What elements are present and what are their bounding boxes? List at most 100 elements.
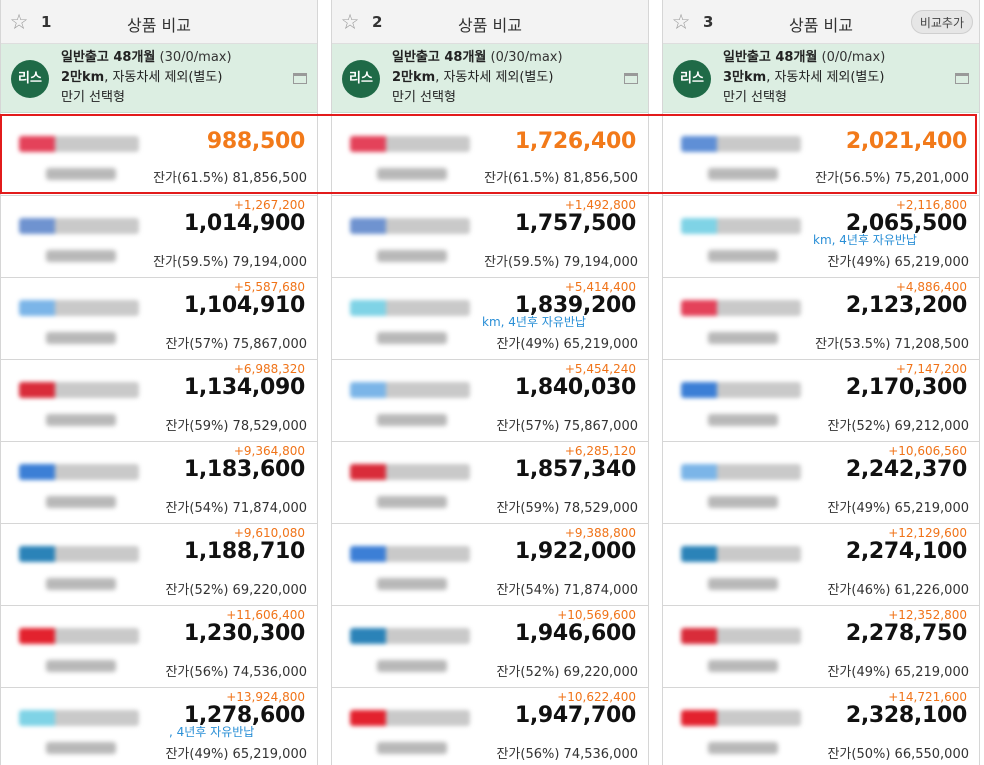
- company-logo: [350, 218, 470, 234]
- residual-value: 잔가(49%) 65,219,000: [496, 337, 638, 352]
- company-name-blurred: [708, 414, 778, 426]
- column-header: ☆ 2 상품 비교: [332, 0, 648, 44]
- comparison-column-2: ☆ 2 상품 비교 리스 일반출고 48개월 (0/30/max) 2만km, 자동차세 …: [331, 0, 649, 765]
- company-name-blurred: [708, 168, 778, 180]
- quote-list: 1,726,400 잔가(61.5%) 81,856,500 +1,492,800 1…: [332, 114, 648, 765]
- company-name-blurred: [377, 496, 447, 508]
- price-difference: +5,454,240: [564, 362, 636, 376]
- quote-row[interactable]: +5,454,240 1,840,030 잔가(57%) 75,867,000: [332, 360, 648, 442]
- window-icon[interactable]: [624, 73, 638, 84]
- residual-value: 잔가(52%) 69,220,000: [165, 583, 307, 598]
- quote-row[interactable]: +4,886,400 2,123,200 잔가(53.5%) 71,208,500: [663, 278, 979, 360]
- quote-row[interactable]: +6,988,320 1,134,090 잔가(59%) 78,529,000: [1, 360, 317, 442]
- residual-value: 잔가(52%) 69,220,000: [496, 665, 638, 680]
- quote-row[interactable]: +11,606,400 1,230,300 잔가(56%) 74,536,000: [1, 606, 317, 688]
- quote-row[interactable]: +5,587,680 1,104,910 잔가(57%) 75,867,000: [1, 278, 317, 360]
- monthly-price: 988,500: [206, 129, 305, 154]
- company-logo: [350, 382, 470, 398]
- residual-value: 잔가(49%) 65,219,000: [827, 255, 969, 270]
- quote-row[interactable]: +12,352,800 2,278,750 잔가(49%) 65,219,000: [663, 606, 979, 688]
- quote-row[interactable]: +1,267,200 1,014,900 잔가(59.5%) 79,194,000: [1, 196, 317, 278]
- quote-row[interactable]: km, 4년후 자유반납 +5,414,400 1,839,200 잔가(49%) 6…: [332, 278, 648, 360]
- star-icon[interactable]: ☆: [340, 10, 360, 34]
- quote-row[interactable]: +7,147,200 2,170,300 잔가(52%) 69,212,000: [663, 360, 979, 442]
- company-logo: [19, 218, 139, 234]
- price-difference: +9,388,800: [564, 526, 636, 540]
- price-difference: +2,116,800: [895, 198, 967, 212]
- monthly-price: 1,014,900: [183, 211, 305, 236]
- company-name-blurred: [46, 496, 116, 508]
- return-note: km, 4년후 자유반납: [482, 315, 586, 329]
- residual-value: 잔가(59.5%) 79,194,000: [153, 255, 307, 270]
- company-logo: [19, 300, 139, 316]
- add-comparison-button[interactable]: 비교추가: [910, 10, 973, 34]
- company-logo: [19, 546, 139, 562]
- monthly-price: 1,946,600: [514, 621, 636, 646]
- company-logo: [350, 628, 470, 644]
- window-icon[interactable]: [955, 73, 969, 84]
- quote-row[interactable]: +12,129,600 2,274,100 잔가(46%) 61,226,000: [663, 524, 979, 606]
- price-difference: +10,569,600: [557, 608, 636, 622]
- quote-list: 988,500 잔가(61.5%) 81,856,500 +1,267,200 1,0…: [1, 114, 317, 765]
- company-name-blurred: [708, 332, 778, 344]
- quote-row[interactable]: +9,610,080 1,188,710 잔가(52%) 69,220,000: [1, 524, 317, 606]
- condition-text: 일반출고 48개월 (0/0/max) 3만km, 자동차세 제외(별도) 만기 선…: [723, 48, 885, 108]
- quote-row[interactable]: , 4년후 자유반납 +13,924,800 1,278,600 잔가(49%) 65…: [1, 688, 317, 765]
- return-note: , 4년후 자유반납: [169, 725, 255, 739]
- quote-row[interactable]: 2,021,400 잔가(56.5%) 75,201,000: [663, 114, 979, 196]
- residual-value: 잔가(56.5%) 75,201,000: [815, 171, 969, 186]
- tax-note: , 자동차세 제외(별도): [766, 70, 885, 85]
- condition-line-1: 일반출고 48개월 (0/30/max): [392, 48, 563, 68]
- monthly-price: 2,123,200: [845, 293, 967, 318]
- quote-row[interactable]: +1,492,800 1,757,500 잔가(59.5%) 79,194,000: [332, 196, 648, 278]
- quote-row[interactable]: +14,721,600 2,328,100 잔가(50%) 66,550,000: [663, 688, 979, 765]
- monthly-price: 1,839,200: [514, 293, 636, 318]
- condition-line-1: 일반출고 48개월 (30/0/max): [61, 48, 232, 68]
- company-name-blurred: [46, 578, 116, 590]
- company-name-blurred: [377, 660, 447, 672]
- company-name-blurred: [46, 332, 116, 344]
- quote-row[interactable]: +10,622,400 1,947,700 잔가(56%) 74,536,000: [332, 688, 648, 765]
- condition-line-2: 2만km, 자동차세 제외(별도): [392, 68, 563, 88]
- company-logo: [350, 300, 470, 316]
- quote-row[interactable]: +9,364,800 1,183,600 잔가(54%) 71,874,000: [1, 442, 317, 524]
- star-icon[interactable]: ☆: [671, 10, 691, 34]
- company-name-blurred: [46, 742, 116, 754]
- monthly-price: 2,170,300: [845, 375, 967, 400]
- quote-row[interactable]: 1,726,400 잔가(61.5%) 81,856,500: [332, 114, 648, 196]
- monthly-price: 1,134,090: [183, 375, 305, 400]
- window-icon[interactable]: [293, 73, 307, 84]
- company-logo: [350, 136, 470, 152]
- residual-value: 잔가(59%) 78,529,000: [165, 419, 307, 434]
- residual-value: 잔가(61.5%) 81,856,500: [153, 171, 307, 186]
- company-name-blurred: [46, 168, 116, 180]
- company-logo: [681, 546, 801, 562]
- monthly-price: 2,278,750: [845, 621, 967, 646]
- quote-row[interactable]: 988,500 잔가(61.5%) 81,856,500: [1, 114, 317, 196]
- quote-row[interactable]: +9,388,800 1,922,000 잔가(54%) 71,874,000: [332, 524, 648, 606]
- company-name-blurred: [46, 414, 116, 426]
- quote-row[interactable]: +10,606,560 2,242,370 잔가(49%) 65,219,000: [663, 442, 979, 524]
- lease-badge: 리스: [673, 60, 711, 98]
- maturity-type: 만기 선택형: [61, 90, 125, 105]
- tax-note: , 자동차세 제외(별도): [104, 70, 223, 85]
- price-difference: +4,886,400: [895, 280, 967, 294]
- monthly-price: 1,726,400: [514, 129, 636, 154]
- price-difference: +1,267,200: [233, 198, 305, 212]
- company-name-blurred: [377, 250, 447, 262]
- residual-value: 잔가(61.5%) 81,856,500: [484, 171, 638, 186]
- quote-row[interactable]: km, 4년후 자유반납 +2,116,800 2,065,500 잔가(49%) 6…: [663, 196, 979, 278]
- quote-row[interactable]: +10,569,600 1,946,600 잔가(52%) 69,220,000: [332, 606, 648, 688]
- condition-line-1: 일반출고 48개월 (0/0/max): [723, 48, 885, 68]
- star-icon[interactable]: ☆: [9, 10, 29, 34]
- company-logo: [350, 464, 470, 480]
- monthly-price: 1,188,710: [183, 539, 305, 564]
- company-logo: [19, 628, 139, 644]
- residual-value: 잔가(49%) 65,219,000: [165, 747, 307, 762]
- contract-term: 일반출고 48개월: [392, 50, 487, 65]
- residual-value: 잔가(59%) 78,529,000: [496, 501, 638, 516]
- company-logo: [19, 136, 139, 152]
- residual-value: 잔가(57%) 75,867,000: [496, 419, 638, 434]
- price-difference: +10,622,400: [557, 690, 636, 704]
- quote-row[interactable]: +6,285,120 1,857,340 잔가(59%) 78,529,000: [332, 442, 648, 524]
